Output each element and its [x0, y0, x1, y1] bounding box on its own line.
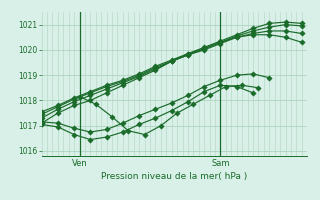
X-axis label: Pression niveau de la mer( hPa ): Pression niveau de la mer( hPa ) [101, 172, 248, 181]
